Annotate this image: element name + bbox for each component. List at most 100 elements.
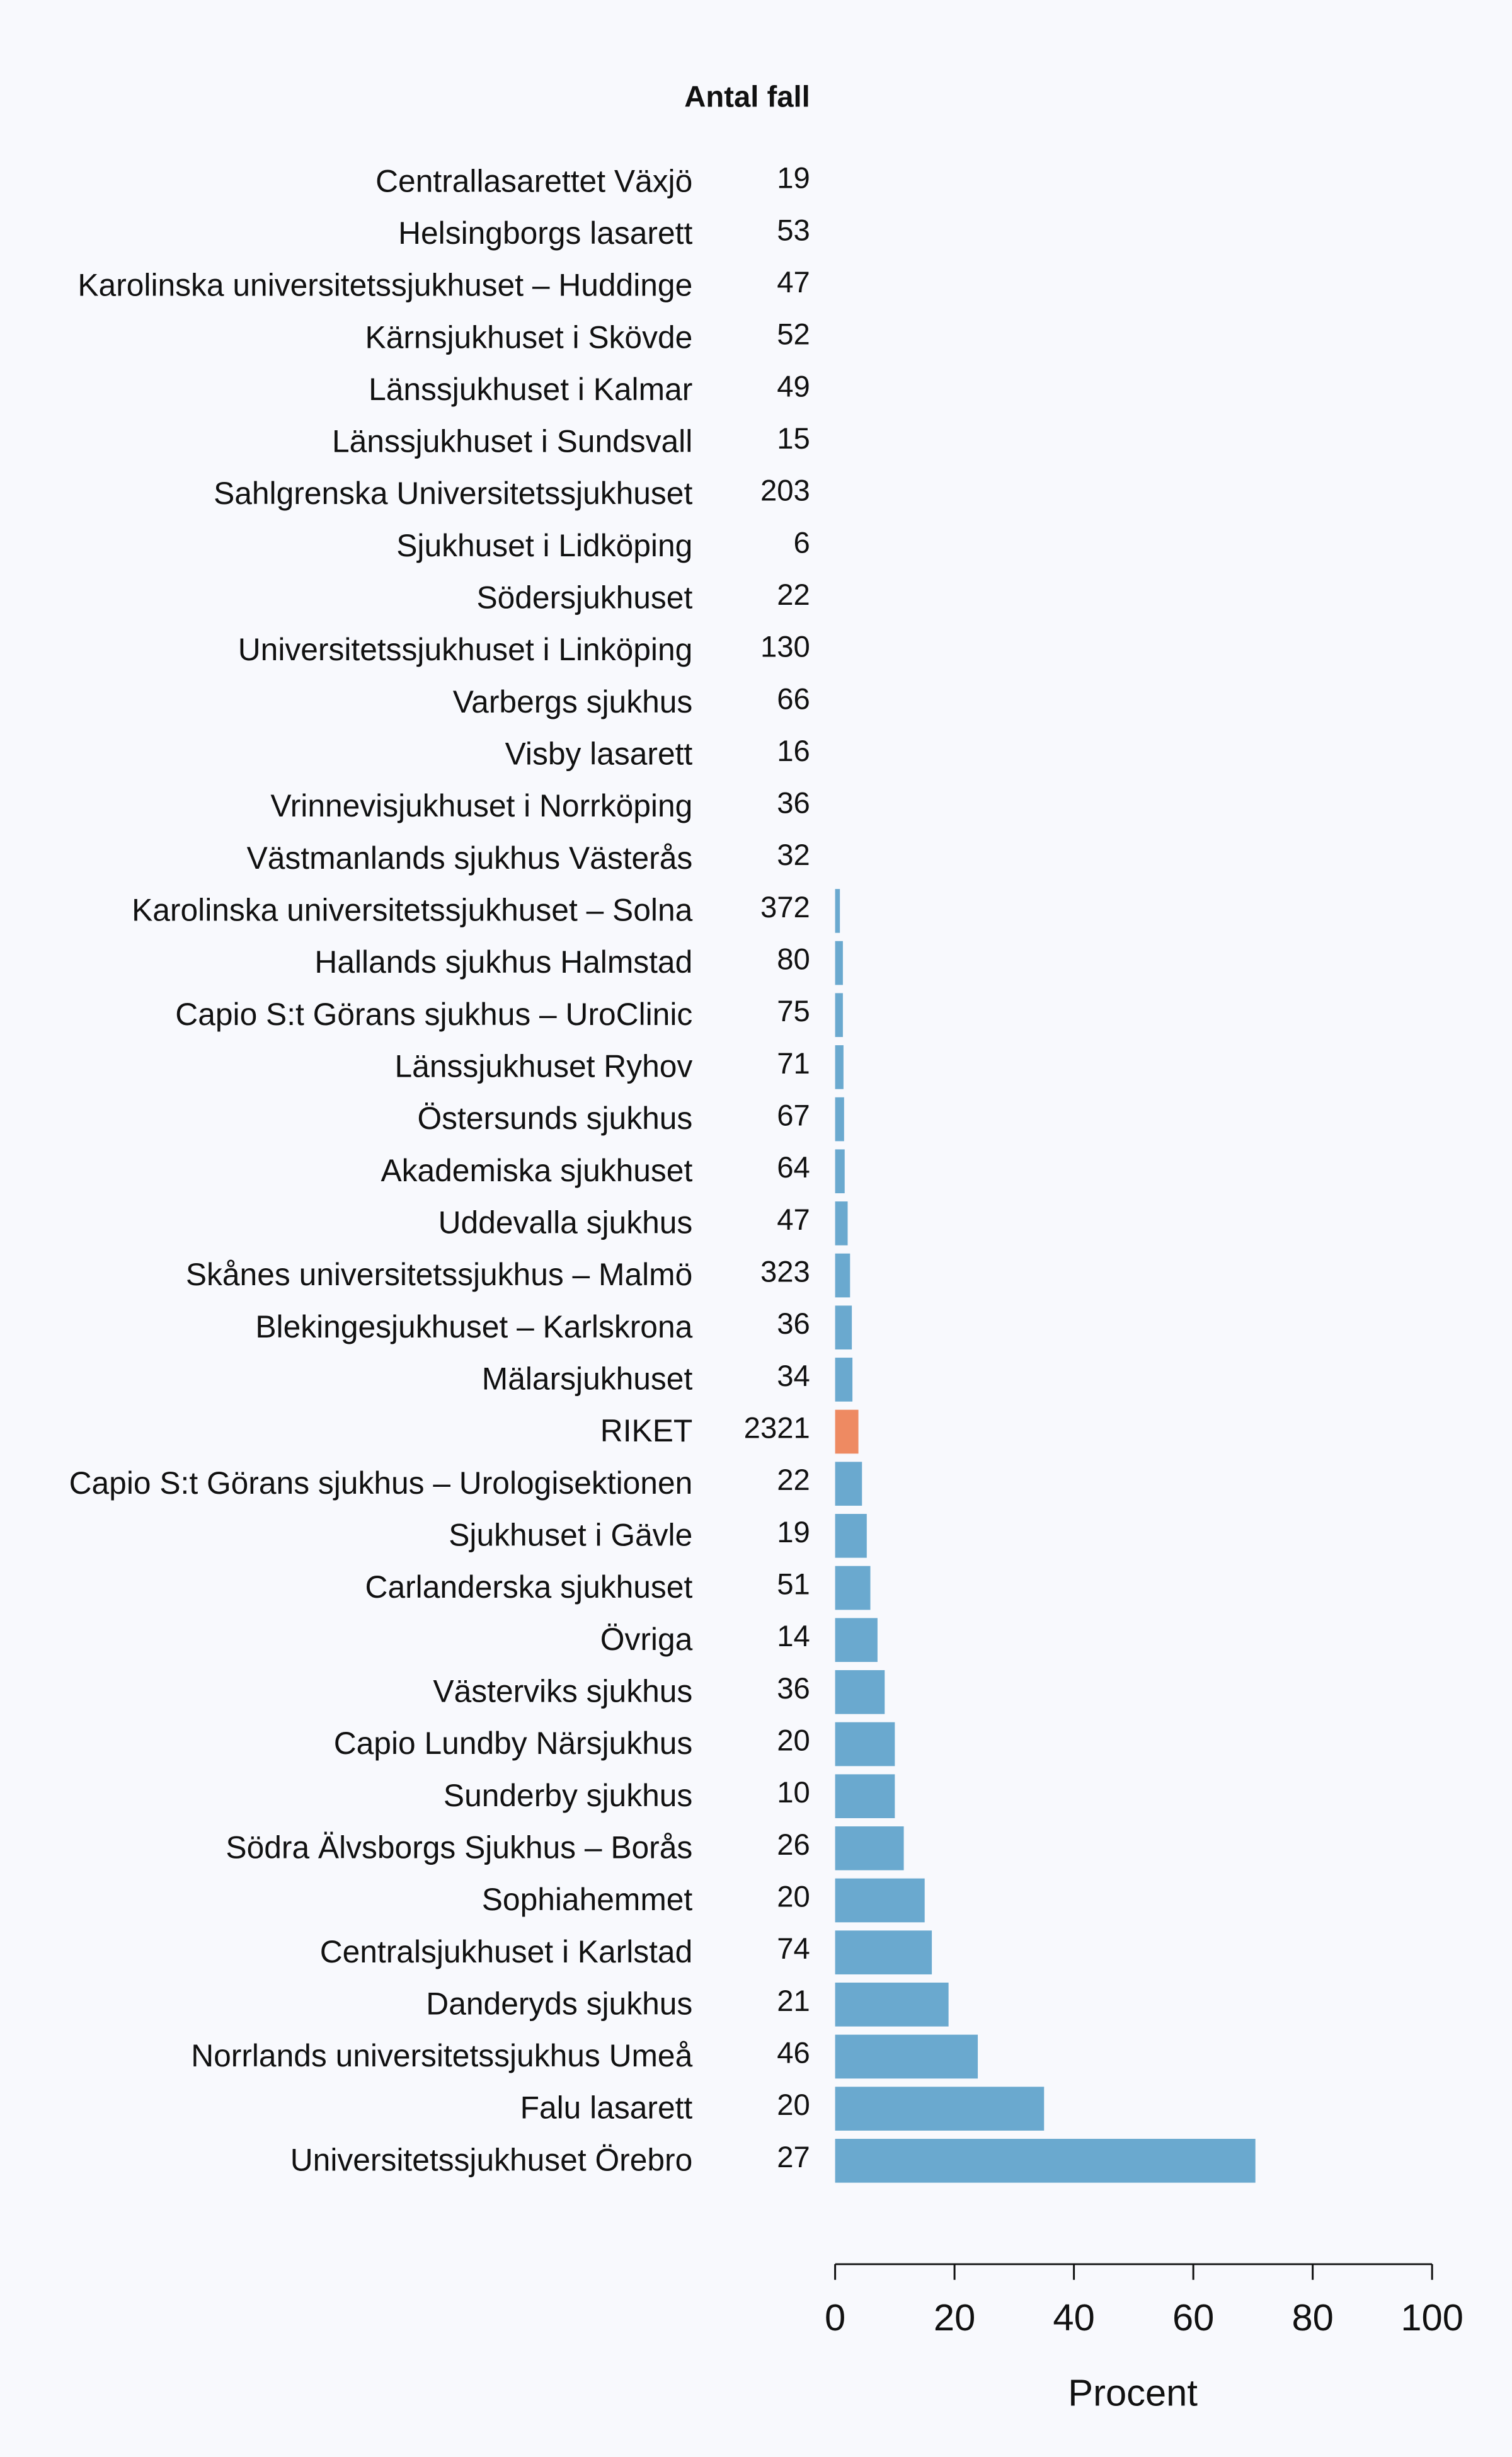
count-label: 16 [777, 735, 810, 768]
y-tick-label: Helsingborgs lasarett [398, 215, 692, 251]
x-tick-label: 40 [1053, 2296, 1094, 2339]
y-tick-label: Skånes universitetssjukhus – Malmö [186, 1257, 692, 1292]
x-tick-label: 80 [1292, 2296, 1333, 2339]
count-label: 372 [760, 891, 810, 924]
x-axis-label: Procent [1068, 2372, 1198, 2414]
y-tick-label: Vrinnevisjukhuset i Norrköping [270, 788, 692, 823]
y-tick-label: Centralsjukhuset i Karlstad [320, 1934, 693, 1969]
y-tick-label: Sjukhuset i Lidköping [396, 528, 692, 563]
count-label: 2321 [744, 1412, 810, 1445]
bar [835, 1149, 845, 1194]
x-tick-label: 0 [825, 2296, 845, 2339]
y-tick-label: Capio S:t Görans sjukhus – UroClinic [175, 997, 692, 1032]
bar [835, 1982, 949, 2027]
bar [835, 1930, 932, 1974]
count-label: 22 [777, 578, 810, 612]
count-label: 203 [760, 474, 810, 508]
y-tick-label: Universitetssjukhuset Örebro [290, 2142, 693, 2177]
bar [835, 1097, 844, 1142]
y-tick-label: Sophiahemmet [482, 1882, 693, 1917]
y-tick-label: Sahlgrenska Universitetssjukhuset [214, 476, 692, 511]
y-tick-label: Länssjukhuset i Kalmar [369, 372, 692, 407]
count-label: 52 [777, 318, 810, 352]
count-label: 14 [777, 1620, 810, 1653]
count-label: 80 [777, 943, 810, 976]
count-label: 323 [760, 1256, 810, 1289]
count-label: 32 [777, 839, 810, 872]
count-label: 71 [777, 1047, 810, 1080]
y-tick-label: RIKET [600, 1413, 692, 1448]
y-tick-label: Hallands sjukhus Halmstad [314, 944, 692, 980]
y-tick-label: Södersjukhuset [476, 580, 692, 616]
y-tick-label: Länssjukhuset Ryhov [395, 1049, 693, 1084]
y-tick-label: Varbergs sjukhus [453, 684, 693, 719]
y-tick-label: Visby lasarett [505, 736, 693, 772]
bar [835, 2138, 1256, 2183]
count-header: Antal fall [684, 80, 810, 113]
bar [835, 1201, 848, 1246]
y-tick-label: Capio S:t Görans sjukhus – Urologisektio… [69, 1465, 693, 1501]
count-label: 36 [777, 1672, 810, 1705]
x-tick-label: 60 [1172, 2296, 1214, 2339]
y-tick-label: Östersunds sjukhus [418, 1101, 693, 1136]
bar [835, 1774, 895, 1818]
bar [835, 1826, 904, 1870]
count-label: 20 [777, 2088, 810, 2122]
count-label: 26 [777, 1828, 810, 1862]
y-tick-label: Västerviks sjukhus [433, 1673, 692, 1709]
y-tick-label: Danderyds sjukhus [426, 1986, 692, 2021]
count-label: 75 [777, 995, 810, 1028]
bar [835, 889, 840, 933]
bar [835, 2087, 1045, 2131]
count-label: 10 [777, 1776, 810, 1809]
bar [835, 1462, 862, 1506]
count-label: 36 [777, 787, 810, 820]
bar [835, 1514, 867, 1558]
count-label: 64 [777, 1151, 810, 1184]
y-tick-label: Centrallasarettet Växjö [375, 163, 692, 198]
count-label: 66 [777, 682, 810, 716]
count-label: 47 [777, 266, 810, 299]
count-label: 19 [777, 162, 810, 195]
y-tick-label: Falu lasarett [520, 2090, 693, 2126]
bar [835, 1045, 844, 1089]
y-tick-label: Övriga [600, 1622, 693, 1657]
bar [835, 1722, 895, 1767]
count-label: 130 [760, 631, 810, 664]
bar [835, 1305, 852, 1350]
count-label: 67 [777, 1099, 810, 1133]
bar [835, 1358, 853, 1402]
y-tick-label: Länssjukhuset i Sundsvall [332, 424, 692, 459]
bar [835, 1618, 878, 1662]
count-label: 36 [777, 1307, 810, 1341]
count-label: 51 [777, 1568, 810, 1601]
y-tick-label: Karolinska universitetssjukhuset – Huddi… [77, 268, 692, 303]
count-label: 34 [777, 1360, 810, 1393]
count-label: 46 [777, 2036, 810, 2070]
count-label: 20 [777, 1880, 810, 1913]
bar [835, 993, 843, 1038]
y-tick-label: Uddevalla sjukhus [438, 1205, 693, 1240]
bar [835, 1409, 859, 1454]
y-tick-label: Södra Älvsborgs Sjukhus – Borås [226, 1830, 692, 1865]
y-tick-label: Mälarsjukhuset [482, 1361, 693, 1396]
y-tick-label: Västmanlands sjukhus Västerås [247, 840, 693, 876]
y-tick-label: Norrlands universitetssjukhus Umeå [191, 2038, 692, 2073]
bar [835, 1253, 850, 1298]
count-label: 21 [777, 1984, 810, 2018]
y-tick-label: Carlanderska sjukhuset [365, 1569, 693, 1605]
count-label: 49 [777, 370, 810, 403]
count-label: 6 [794, 526, 810, 559]
count-label: 53 [777, 214, 810, 247]
bar [835, 1878, 925, 1923]
count-label: 22 [777, 1463, 810, 1497]
count-label: 19 [777, 1516, 810, 1549]
bar [835, 2034, 978, 2079]
count-label: 20 [777, 1724, 810, 1757]
y-tick-label: Akademiska sjukhuset [381, 1153, 692, 1188]
y-tick-label: Sjukhuset i Gävle [449, 1517, 692, 1552]
count-label: 27 [777, 2141, 810, 2174]
